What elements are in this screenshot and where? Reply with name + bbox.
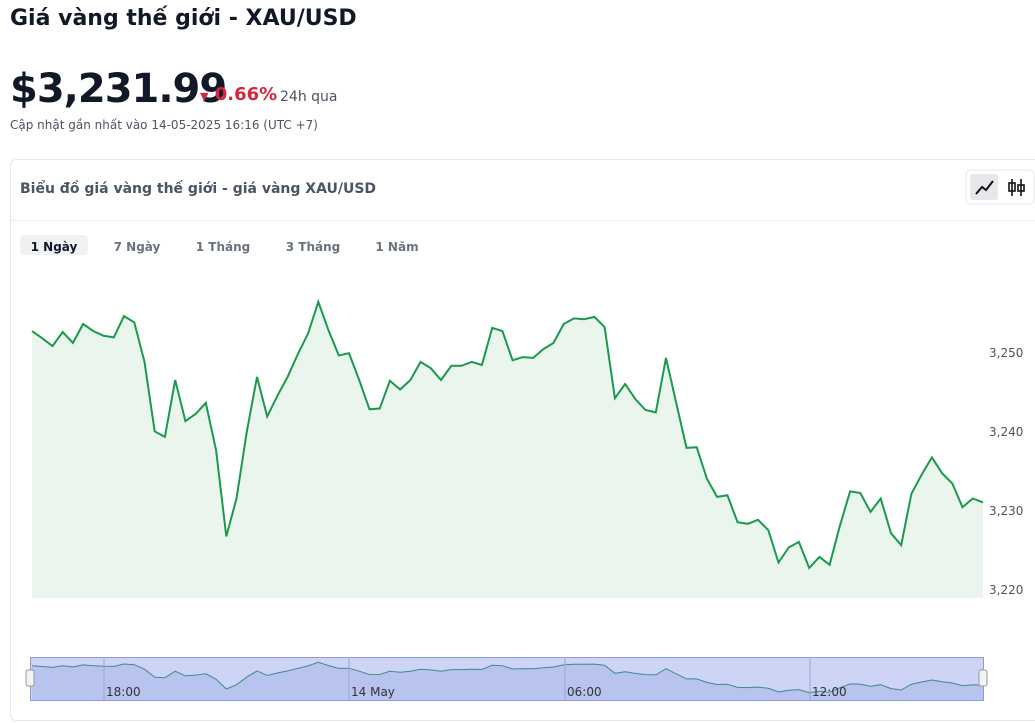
navigator-label: 06:00 — [567, 685, 602, 699]
navigator-handle[interactable] — [978, 669, 988, 687]
time-range-tab[interactable]: 1 Năm — [375, 240, 418, 254]
navigator-area — [32, 662, 983, 700]
y-tick-label: 3,230 — [989, 504, 1023, 518]
change-period: 24h qua — [280, 89, 338, 105]
panel-border — [10, 159, 1035, 721]
navigator-label: 12:00 — [812, 685, 847, 699]
price-line — [31, 298, 984, 570]
candle-mode-button[interactable] — [1008, 179, 1025, 196]
time-range-tab[interactable]: 7 Ngày — [114, 240, 161, 254]
time-range-tab[interactable]: 3 Tháng — [286, 240, 341, 254]
tab-active-bg — [20, 235, 88, 255]
navigator-handle[interactable] — [25, 669, 35, 687]
line-mode-button[interactable] — [970, 174, 998, 200]
time-range-tab[interactable]: 1 Ngày — [31, 240, 78, 254]
page-title: Giá vàng thế giới - XAU/USD — [10, 6, 357, 31]
navigator-label: 14 May — [351, 685, 395, 699]
time-range-tab[interactable]: 1 Tháng — [196, 240, 251, 254]
y-tick-label: 3,240 — [989, 425, 1023, 439]
price: $3,231.99 — [10, 66, 227, 112]
change-value: 0.66% — [214, 84, 278, 105]
line-icon — [975, 180, 994, 195]
y-tick-label: 3,250 — [989, 346, 1023, 360]
updated-time: Cập nhật gần nhất vào 14-05-2025 16:16 (… — [10, 118, 318, 132]
panel-title: Biểu đồ giá vàng thế giới - giá vàng XAU… — [20, 180, 376, 197]
navigator-label: 18:00 — [106, 685, 141, 699]
price-change: ▼ 0.66% — [200, 84, 278, 105]
navigator-line — [31, 661, 984, 694]
y-tick-label: 3,220 — [989, 583, 1023, 597]
